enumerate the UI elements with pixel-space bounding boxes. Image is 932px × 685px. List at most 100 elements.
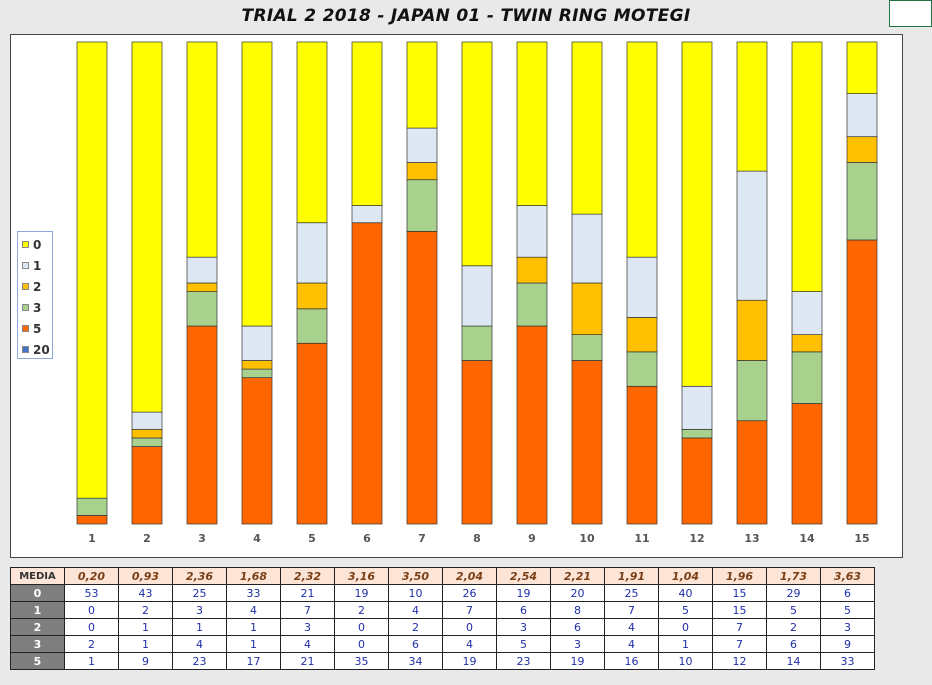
bar-segment-9-2	[516, 256, 548, 284]
legend-swatch	[22, 262, 29, 269]
bar-segment-2-5	[131, 446, 163, 525]
table-cell: 4	[226, 601, 281, 619]
x-tick-label: 14	[799, 532, 815, 545]
table-cell: 7	[712, 635, 767, 653]
table-cell: 2	[118, 601, 173, 619]
table-cell: 25	[604, 584, 659, 602]
legend-label: 2	[33, 279, 42, 294]
bar-segment-11-2	[626, 317, 658, 353]
legend-item: 3	[18, 297, 52, 318]
table-cell: 3	[172, 601, 227, 619]
legend-label: 5	[33, 321, 42, 336]
table-cell: 7	[442, 601, 497, 619]
table-cell: 2	[388, 618, 443, 636]
legend-swatch	[22, 283, 29, 290]
table-cell: 20	[550, 584, 605, 602]
table-cell: 33	[820, 652, 875, 670]
table-cell: 1,68	[226, 567, 281, 585]
table-cell: 19	[334, 584, 389, 602]
table-cell: 10	[388, 584, 443, 602]
table-cell: 3,50	[388, 567, 443, 585]
bar-segment-11-5	[626, 385, 658, 525]
row-header: 2	[10, 618, 65, 636]
table-row: 5 1 9 23 17 21 35 34 19 23 19 16 10 12 14 33	[10, 652, 875, 670]
bar-segment-6-1	[351, 205, 383, 224]
table-cell: 26	[442, 584, 497, 602]
legend-swatch	[22, 346, 29, 353]
bar-segment-13-2	[736, 299, 768, 361]
bar-segment-14-1	[791, 291, 823, 335]
bar-segment-8-5	[461, 360, 493, 525]
legend-item: 20	[18, 339, 52, 360]
bar-segment-7-2	[406, 162, 438, 181]
table-cell: 0	[442, 618, 497, 636]
row-header: MEDIA	[10, 567, 65, 585]
table-cell: 9	[820, 635, 875, 653]
table-cell: 21	[280, 652, 335, 670]
chart-area: 1 2 3 4 5 6 7 8 9 10 11 12 13 14 15	[10, 34, 903, 558]
table-cell: 3	[550, 635, 605, 653]
bar-segment-10-2	[571, 282, 603, 335]
row-header: 5	[10, 652, 65, 670]
table-cell: 1,73	[766, 567, 821, 585]
table-cell: 19	[442, 652, 497, 670]
legend-item: 1	[18, 255, 52, 276]
table-cell: 0,93	[118, 567, 173, 585]
table-cell: 0	[64, 618, 119, 636]
table-cell: 1	[226, 635, 281, 653]
bar-segment-9-5	[516, 325, 548, 525]
bar-segment-10-3	[571, 334, 603, 361]
bar-segment-15-2	[846, 136, 878, 163]
table-cell: 53	[64, 584, 119, 602]
table-cell: 0	[334, 635, 389, 653]
bar-segment-12-1	[681, 385, 713, 430]
legend-item: 5	[18, 318, 52, 339]
legend-item: 2	[18, 276, 52, 297]
table-cell: 1	[64, 652, 119, 670]
bar-segment-2-3	[131, 437, 163, 447]
table-cell: 0	[64, 601, 119, 619]
x-tick-label: 10	[579, 532, 595, 545]
bar-segment-12-0	[681, 41, 713, 387]
bar-segment-5-1	[296, 222, 328, 284]
row-header: 0	[10, 584, 65, 602]
table-cell: 5	[766, 601, 821, 619]
table-cell: 16	[604, 652, 659, 670]
bar-segment-4-2	[241, 360, 273, 370]
bar-segment-7-3	[406, 179, 438, 232]
bar-segment-6-5	[351, 222, 383, 525]
x-tick-label: 5	[308, 532, 316, 545]
stats-table: MEDIA 0,20 0,93 2,36 1,68 2,32 3,16 3,50 2,04 2,5…	[10, 567, 875, 670]
x-tick-label: 13	[744, 532, 759, 545]
selected-cell[interactable]	[889, 0, 932, 27]
bar-segment-5-3	[296, 308, 328, 344]
table-cell: 10	[658, 652, 713, 670]
table-cell: 17	[226, 652, 281, 670]
table-cell: 23	[496, 652, 551, 670]
table-cell: 1	[118, 635, 173, 653]
bar-segment-11-0	[626, 41, 658, 258]
legend-item: 0	[18, 234, 52, 255]
table-cell: 1	[118, 618, 173, 636]
table-cell: 4	[388, 601, 443, 619]
bar-segment-14-5	[791, 403, 823, 525]
table-cell: 1	[658, 635, 713, 653]
bar-segment-14-0	[791, 41, 823, 292]
table-cell: 33	[226, 584, 281, 602]
table-cell: 4	[442, 635, 497, 653]
table-cell: 6	[820, 584, 875, 602]
bar-segment-15-5	[846, 239, 878, 525]
x-tick-label: 9	[528, 532, 536, 545]
bar-segment-1-0	[76, 41, 108, 499]
table-cell: 3	[820, 618, 875, 636]
table-cell: 2	[64, 635, 119, 653]
table-cell: 3,16	[334, 567, 389, 585]
bar-segment-15-1	[846, 93, 878, 138]
bar-segment-12-3	[681, 428, 713, 439]
table-cell: 2	[334, 601, 389, 619]
bar-segment-10-1	[571, 213, 603, 284]
bar-segment-4-3	[241, 368, 273, 379]
x-tick-label: 4	[253, 532, 261, 545]
